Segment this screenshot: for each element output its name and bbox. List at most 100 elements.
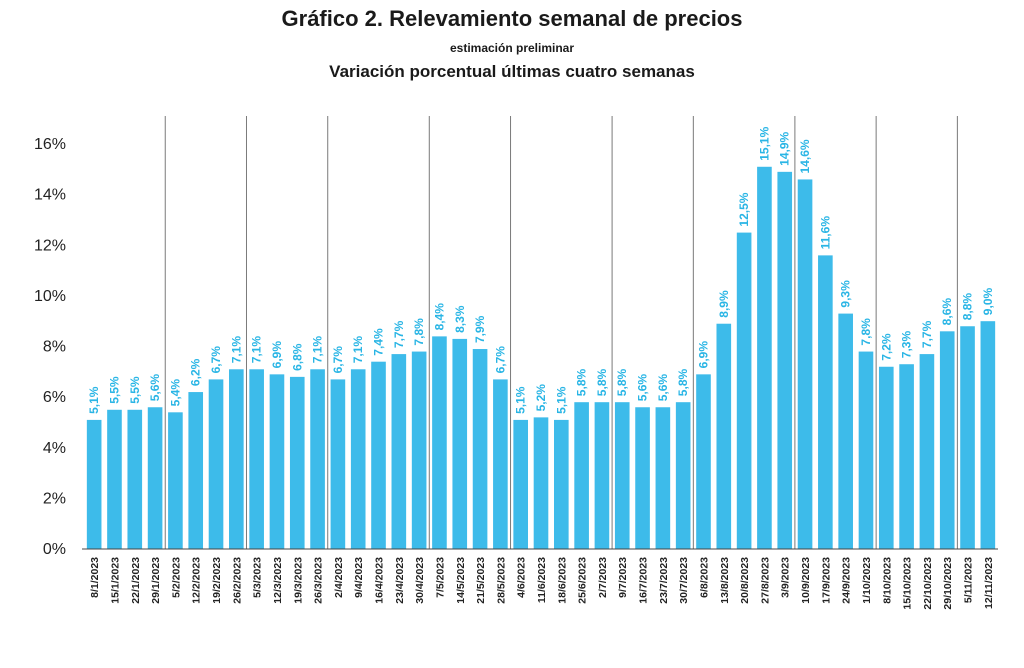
data-label: 7,4%	[372, 328, 386, 356]
x-tick-label: 3/9/2023	[780, 557, 792, 598]
x-tick-label: 15/1/2023	[109, 557, 121, 604]
bar	[696, 374, 711, 549]
x-tick-label: 5/11/2023	[963, 557, 975, 603]
bar	[269, 374, 285, 549]
bar	[432, 336, 447, 549]
y-tick-label: 16%	[34, 136, 66, 153]
bar	[919, 354, 935, 549]
bar	[553, 419, 569, 549]
x-tick-label: 23/7/2023	[658, 557, 670, 604]
data-label: 8,3%	[453, 305, 467, 333]
x-tick-label: 16/7/2023	[638, 557, 650, 604]
x-tick-label: 26/3/2023	[313, 557, 325, 604]
y-tick-label: 14%	[34, 187, 66, 204]
x-tick-label: 12/2/2023	[191, 557, 203, 604]
bar	[655, 407, 671, 549]
x-tick-label: 11/6/2023	[536, 557, 548, 603]
y-tick-label: 2%	[43, 490, 66, 507]
y-tick-label: 10%	[34, 288, 66, 305]
x-tick-label: 12/11/2023	[983, 557, 995, 609]
bar	[614, 402, 630, 549]
x-tick-label: 24/9/2023	[841, 557, 853, 604]
data-label: 7,7%	[920, 320, 934, 348]
data-label: 5,4%	[168, 379, 182, 407]
x-tick-label: 20/8/2023	[739, 557, 751, 604]
data-label: 8,9%	[717, 290, 731, 318]
x-tick-label: 16/4/2023	[374, 557, 386, 604]
bar	[777, 171, 793, 549]
data-label: 8,8%	[961, 293, 975, 321]
x-tick-label: 22/10/2023	[922, 557, 934, 610]
bar	[168, 412, 183, 549]
bar	[878, 366, 894, 549]
data-label: 5,1%	[87, 386, 101, 414]
data-label: 7,1%	[229, 336, 243, 364]
bar	[939, 331, 955, 549]
x-tick-label: 18/6/2023	[556, 557, 568, 604]
x-tick-label: 30/4/2023	[414, 557, 426, 604]
x-tick-label: 7/5/2023	[434, 557, 446, 598]
data-label: 6,7%	[493, 346, 507, 374]
data-label: 15,1%	[757, 126, 771, 160]
x-tick-label: 26/2/2023	[231, 557, 243, 604]
bar	[229, 369, 244, 549]
bar	[391, 354, 407, 549]
data-label: 8,6%	[940, 298, 954, 326]
bar	[147, 407, 163, 549]
bar	[513, 419, 529, 549]
bar	[472, 349, 488, 549]
bar	[249, 369, 264, 549]
y-tick-label: 0%	[43, 541, 66, 558]
bar	[533, 417, 549, 549]
x-tick-label: 4/6/2023	[516, 557, 528, 598]
x-tick-label: 23/4/2023	[394, 557, 406, 604]
data-label: 7,3%	[900, 331, 914, 359]
bar	[310, 369, 325, 549]
x-tick-label: 5/2/2023	[170, 557, 182, 598]
data-label: 6,7%	[331, 346, 345, 374]
bar	[818, 255, 833, 549]
bar	[960, 326, 975, 549]
bar	[330, 379, 346, 549]
bar	[838, 313, 853, 549]
x-tick-label: 5/3/2023	[252, 557, 264, 598]
data-label: 5,8%	[676, 369, 690, 397]
x-tick-label: 8/10/2023	[881, 557, 893, 604]
y-tick-label: 8%	[43, 339, 66, 356]
x-tick-label: 27/8/2023	[759, 557, 771, 604]
bar	[452, 338, 468, 549]
data-label: 7,2%	[879, 333, 893, 361]
data-label: 12,5%	[737, 192, 751, 226]
x-tick-label: 1/10/2023	[861, 557, 873, 604]
x-tick-label: 13/8/2023	[719, 557, 731, 604]
x-tick-label: 9/7/2023	[617, 557, 629, 598]
chart-subtitle-secondary: Variación porcentual últimas cuatro sema…	[329, 62, 695, 81]
x-tick-label: 28/5/2023	[495, 557, 507, 604]
data-label: 6,8%	[290, 343, 304, 371]
bar	[86, 419, 102, 549]
bar	[127, 409, 143, 549]
data-label: 6,2%	[189, 358, 203, 386]
bar	[107, 409, 122, 549]
x-tick-label: 8/1/2023	[89, 557, 101, 598]
bar	[350, 369, 366, 549]
x-tick-label: 10/9/2023	[800, 557, 812, 604]
bar	[574, 402, 589, 549]
data-label: 5,6%	[636, 374, 650, 402]
x-tick-label: 19/3/2023	[292, 557, 304, 604]
x-tick-label: 17/9/2023	[820, 557, 832, 604]
bar	[493, 379, 508, 549]
x-tick-label: 19/2/2023	[211, 557, 223, 604]
data-label: 5,8%	[615, 369, 629, 397]
bar	[797, 179, 813, 549]
data-label: 8,4%	[432, 303, 446, 331]
data-label: 5,1%	[514, 386, 528, 414]
chart-title: Gráfico 2. Relevamiento semanal de preci…	[281, 6, 743, 31]
data-label: 7,1%	[351, 336, 365, 364]
data-label: 6,7%	[209, 346, 223, 374]
bar	[371, 361, 386, 549]
bar	[188, 392, 204, 549]
data-label: 5,1%	[554, 386, 568, 414]
x-tick-label: 25/6/2023	[577, 557, 589, 604]
